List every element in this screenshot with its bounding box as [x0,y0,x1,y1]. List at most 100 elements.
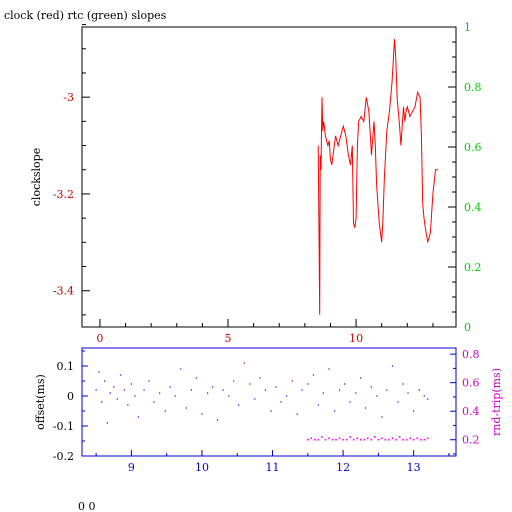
top-x-axis: 0 5 10 [96,319,434,345]
offset-point [113,386,115,388]
top-y-tick-label: -3 [63,91,74,104]
offset-point [386,389,388,391]
rnd-trip-point [328,437,330,440]
offset-point [216,419,219,421]
bottom-y2-tick-label: 0.8 [462,348,480,361]
bottom-x-tick-label: 10 [195,461,209,474]
rnd-trip-point [335,438,337,441]
rnd-trip-point [349,436,351,438]
offset-point [275,386,277,388]
offset-point [334,410,336,412]
rnd-trip-point [310,437,313,440]
rnd-trip-point [402,438,404,441]
rnd-trip-point [352,438,355,441]
top-y-axis-left: -3.4 -3.2 -3 [53,24,90,316]
rnd-trip-point [317,438,320,441]
top-plot-frame [81,26,457,328]
offset-point [427,398,429,400]
offset-point [228,395,230,397]
offset-point [254,398,256,400]
offset-point [98,371,100,373]
offset-point [190,389,192,391]
bottom-y-tick-label: -0.1 [53,420,74,433]
top-y-tick-label: -3.2 [53,188,74,201]
rnd-trip-point [395,438,397,441]
bottom-y2-tick-label: 0.4 [462,405,480,418]
bottom-y-axis-right: 0.2 0.4 0.6 0.8 [450,348,480,455]
offset-point [164,410,166,412]
offset-point [360,377,362,379]
offset-point [174,395,176,397]
bottom-y-tick-label: 0.1 [57,360,75,373]
rnd-trip-point [391,437,394,440]
offset-point [238,404,240,406]
rnd-trip-point [331,438,334,441]
bottom-y-tick-label: 0 [67,390,74,403]
offset-series [95,362,429,424]
rnd-trip-point [307,438,309,441]
rnd-trip-point [419,438,422,441]
bottom-x-tick-label: 13 [407,461,421,474]
offset-point [328,368,330,370]
offset-point [195,377,197,379]
offset-point [413,410,415,412]
top-y2-tick-label: 0.2 [464,261,482,274]
rnd-trip-point [356,437,359,440]
rnd-trip-point [314,438,316,441]
rnd-trip-point [381,437,383,440]
offset-point [123,389,125,391]
rnd-trip-point [416,437,418,440]
clockslope-panel: 0 5 10 -3.4 -3.2 -3 0 0.2 0.4 0.6 0.8 1 clockslop… [30,21,482,345]
rnd-trip-point [342,438,344,441]
top-y-axis-label: clockslope [30,148,43,206]
clock-slope-line [317,39,439,315]
clock-slope-series [317,39,439,315]
bottom-x-tick-label: 11 [266,461,280,474]
rnd-trip-series [307,436,429,441]
rnd-trip-point [359,438,362,441]
top-y-axis-right: 0 0.2 0.4 0.6 0.8 1 [448,21,482,334]
chart-title: clock (red) rtc (green) slopes [4,9,167,22]
rnd-trip-point [426,437,429,440]
rnd-trip-point [405,438,408,441]
offset-point [397,401,399,403]
rnd-trip-point [321,436,323,438]
offset-point [376,395,378,397]
offset-point [291,380,293,382]
offset-point [103,380,106,382]
offset-point [143,389,145,391]
bottom-y-tick-label: -0.2 [53,450,74,463]
footer-text: 0 0 [78,500,96,512]
top-x-tick-label: 0 [96,332,103,345]
offset-point [134,395,136,397]
top-x-tick-label: 5 [225,332,232,345]
top-y2-tick-label: 0.6 [464,141,482,154]
top-y2-tick-label: 1 [464,21,471,34]
offset-point [259,377,261,379]
offset-point [296,413,298,415]
offset-point [101,401,103,403]
offset-point [127,404,129,406]
rnd-trip-point [377,438,380,441]
offset-point [180,368,182,370]
offset-point [365,407,367,409]
offset-point [280,401,282,403]
top-y2-tick-label: 0.8 [464,81,482,94]
top-y2-tick-label: 0 [464,321,471,334]
offset-point [423,395,425,397]
rnd-trip-point [374,436,376,438]
offset-point [322,392,324,394]
offset-point [137,416,140,418]
rnd-trip-point [384,438,387,441]
offset-point [95,389,97,391]
offset-point [159,392,161,394]
rnd-trip-point [409,437,411,440]
offset-point [343,383,346,385]
rnd-trip-point [412,438,415,441]
offset-point [391,365,394,367]
offset-point [349,401,351,403]
offset-point [301,389,303,391]
offset-point [249,383,251,385]
offset-point [130,383,132,385]
